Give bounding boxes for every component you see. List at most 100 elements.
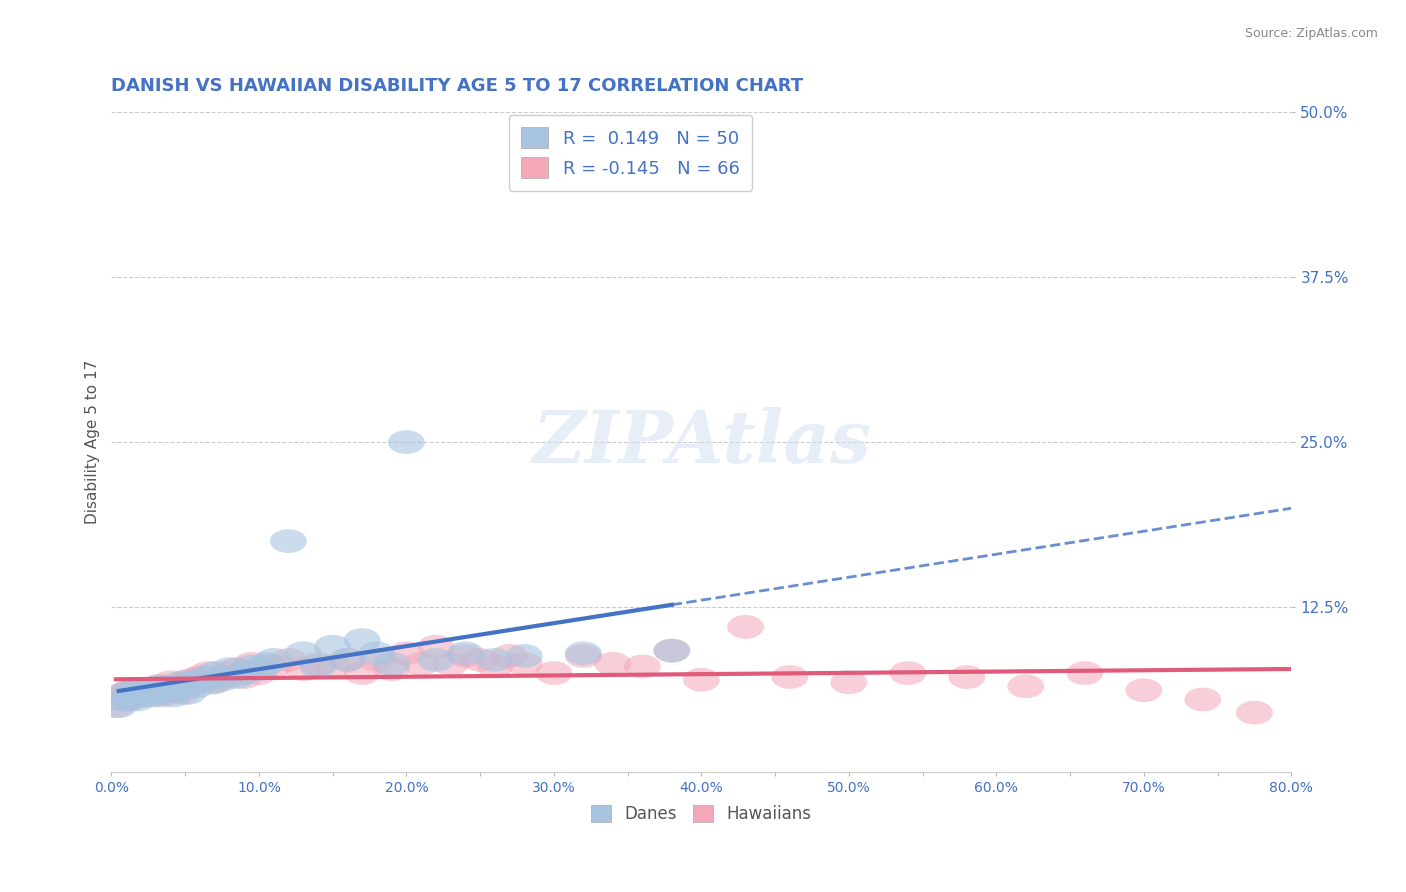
Ellipse shape xyxy=(949,665,986,689)
Text: ZIPAtlas: ZIPAtlas xyxy=(531,407,870,477)
Ellipse shape xyxy=(145,683,181,707)
Ellipse shape xyxy=(402,652,440,676)
Ellipse shape xyxy=(97,694,134,718)
Ellipse shape xyxy=(418,648,454,672)
Ellipse shape xyxy=(204,665,240,689)
Ellipse shape xyxy=(565,644,602,668)
Ellipse shape xyxy=(247,652,284,676)
Ellipse shape xyxy=(211,661,247,685)
Ellipse shape xyxy=(108,681,145,705)
Ellipse shape xyxy=(388,430,425,454)
Text: DANISH VS HAWAIIAN DISABILITY AGE 5 TO 17 CORRELATION CHART: DANISH VS HAWAIIAN DISABILITY AGE 5 TO 1… xyxy=(111,78,804,95)
Ellipse shape xyxy=(270,648,307,672)
Ellipse shape xyxy=(233,655,270,678)
Ellipse shape xyxy=(299,655,336,678)
Ellipse shape xyxy=(226,665,263,689)
Ellipse shape xyxy=(218,657,256,681)
Ellipse shape xyxy=(105,683,142,707)
Ellipse shape xyxy=(343,661,381,685)
Ellipse shape xyxy=(174,668,211,691)
Ellipse shape xyxy=(152,671,188,694)
Ellipse shape xyxy=(141,674,177,698)
Ellipse shape xyxy=(565,641,602,665)
Ellipse shape xyxy=(461,648,499,672)
Ellipse shape xyxy=(388,641,425,665)
Ellipse shape xyxy=(145,681,181,705)
Ellipse shape xyxy=(134,678,172,702)
Ellipse shape xyxy=(447,644,484,668)
Ellipse shape xyxy=(432,652,470,676)
Ellipse shape xyxy=(284,657,322,681)
Ellipse shape xyxy=(122,681,159,705)
Ellipse shape xyxy=(506,652,543,676)
Ellipse shape xyxy=(256,655,292,678)
Ellipse shape xyxy=(373,657,411,681)
Ellipse shape xyxy=(188,661,226,685)
Ellipse shape xyxy=(831,671,868,694)
Ellipse shape xyxy=(536,661,572,685)
Ellipse shape xyxy=(159,674,197,698)
Ellipse shape xyxy=(129,683,167,707)
Ellipse shape xyxy=(299,652,336,676)
Ellipse shape xyxy=(204,668,240,691)
Ellipse shape xyxy=(159,678,197,702)
Ellipse shape xyxy=(447,641,484,665)
Ellipse shape xyxy=(134,681,172,705)
Ellipse shape xyxy=(163,671,201,694)
Ellipse shape xyxy=(595,652,631,676)
Ellipse shape xyxy=(233,652,270,676)
Ellipse shape xyxy=(329,648,366,672)
Ellipse shape xyxy=(170,681,207,705)
Ellipse shape xyxy=(727,615,763,639)
Ellipse shape xyxy=(179,674,215,698)
Ellipse shape xyxy=(1184,688,1222,711)
Ellipse shape xyxy=(125,683,162,707)
Ellipse shape xyxy=(359,648,395,672)
Ellipse shape xyxy=(122,681,159,705)
Ellipse shape xyxy=(111,688,148,711)
Ellipse shape xyxy=(111,688,148,711)
Ellipse shape xyxy=(155,678,191,702)
Ellipse shape xyxy=(314,655,352,678)
Ellipse shape xyxy=(624,655,661,678)
Ellipse shape xyxy=(170,674,207,698)
Ellipse shape xyxy=(270,529,307,553)
Ellipse shape xyxy=(193,671,231,694)
Ellipse shape xyxy=(284,641,322,665)
Ellipse shape xyxy=(115,683,152,707)
Ellipse shape xyxy=(105,688,142,711)
Ellipse shape xyxy=(683,668,720,691)
Ellipse shape xyxy=(115,678,152,702)
Ellipse shape xyxy=(329,648,366,672)
Ellipse shape xyxy=(373,652,411,676)
Ellipse shape xyxy=(125,678,162,702)
Ellipse shape xyxy=(181,665,218,689)
Ellipse shape xyxy=(149,678,186,702)
Ellipse shape xyxy=(138,683,174,707)
Ellipse shape xyxy=(314,635,352,658)
Ellipse shape xyxy=(477,655,513,678)
Ellipse shape xyxy=(100,688,138,711)
Ellipse shape xyxy=(240,661,277,685)
Ellipse shape xyxy=(218,665,256,689)
Ellipse shape xyxy=(477,648,513,672)
Ellipse shape xyxy=(197,671,233,694)
Ellipse shape xyxy=(167,671,204,694)
Ellipse shape xyxy=(491,644,529,668)
Ellipse shape xyxy=(211,657,247,681)
Ellipse shape xyxy=(359,641,395,665)
Y-axis label: Disability Age 5 to 17: Disability Age 5 to 17 xyxy=(86,360,100,524)
Ellipse shape xyxy=(100,694,138,718)
Text: Source: ZipAtlas.com: Source: ZipAtlas.com xyxy=(1244,27,1378,40)
Ellipse shape xyxy=(1236,701,1272,724)
Ellipse shape xyxy=(129,678,167,702)
Ellipse shape xyxy=(141,674,177,698)
Ellipse shape xyxy=(115,678,152,702)
Ellipse shape xyxy=(138,681,174,705)
Ellipse shape xyxy=(167,674,204,698)
Ellipse shape xyxy=(240,657,277,681)
Ellipse shape xyxy=(197,661,233,685)
Ellipse shape xyxy=(772,665,808,689)
Ellipse shape xyxy=(181,668,218,691)
Ellipse shape xyxy=(108,681,145,705)
